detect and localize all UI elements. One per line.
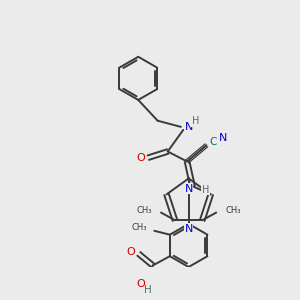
Text: O: O [127,248,136,257]
Text: H: H [202,185,209,195]
Text: N: N [185,122,193,132]
Text: CH₃: CH₃ [226,206,241,215]
Text: N: N [184,184,193,194]
Text: O: O [136,153,145,163]
Text: N: N [184,224,193,234]
Text: C: C [210,137,217,147]
Text: H: H [144,285,152,295]
Text: O: O [136,279,145,289]
Text: H: H [192,116,199,127]
Text: CH₃: CH₃ [131,223,147,232]
Text: N: N [219,133,227,142]
Text: CH₃: CH₃ [136,206,152,215]
